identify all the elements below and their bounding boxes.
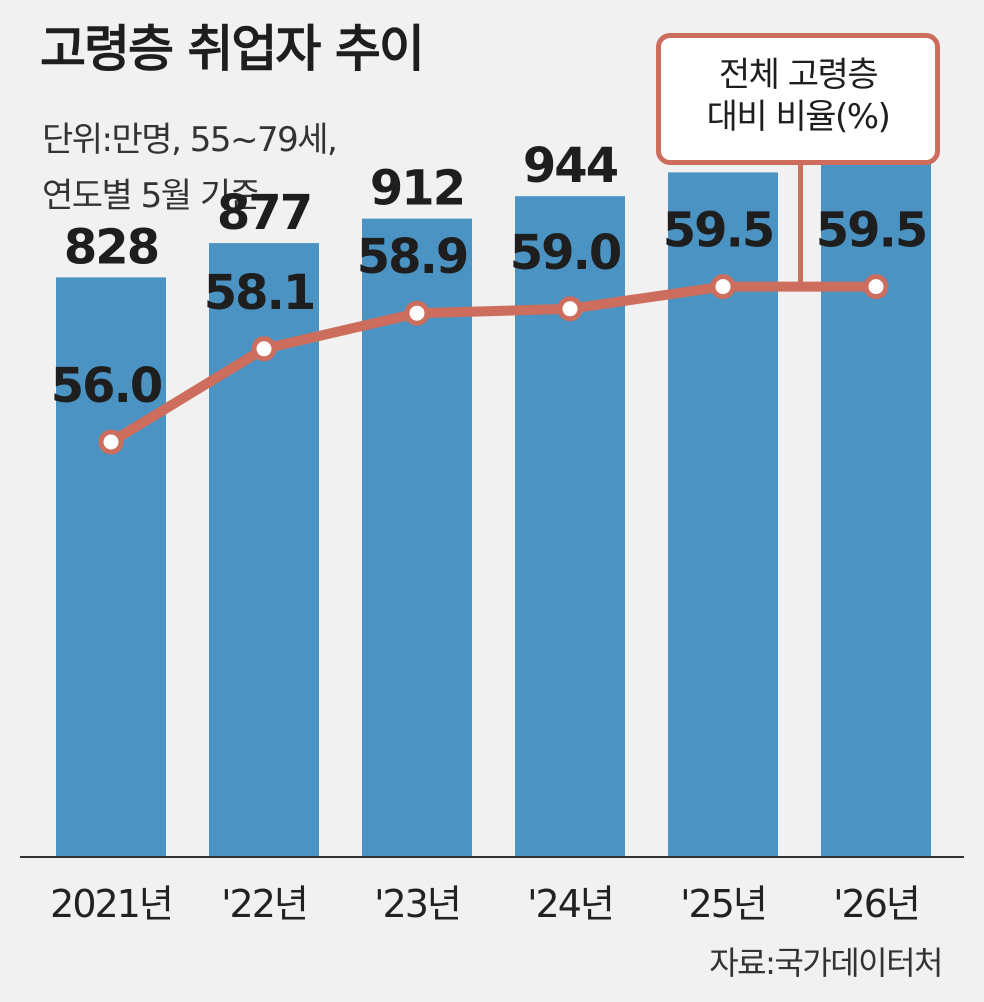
ratio-value-label-2: 58.9 [357, 229, 467, 285]
ratio-point-2 [407, 303, 427, 323]
legend-line1: 전체 고령층 [661, 54, 935, 96]
ratio-value-label-0: 56.0 [51, 358, 162, 414]
ratio-value-label-5: 59.5 [816, 203, 926, 259]
ratio-point-3 [560, 299, 580, 319]
x-tick-label-0: 2021년 [50, 882, 172, 926]
bar-3 [515, 196, 625, 857]
ratio-value-label-1: 58.1 [204, 265, 314, 321]
ratio-value-label-3: 59.0 [510, 225, 621, 281]
x-tick-label-2: '23년 [374, 882, 460, 926]
ratio-line-series: 56.0 58.1 58.9 59.0 59.5 59.5 [51, 203, 926, 452]
ratio-point-4 [713, 277, 733, 297]
bar-value-label-1: 877 [217, 185, 311, 241]
x-tick-label-5: '26년 [833, 882, 919, 926]
x-tick-label-4: '25년 [680, 882, 766, 926]
source-note: 자료:국가데이터처 [709, 938, 942, 984]
legend-box: 전체 고령층 대비 비율(%) [656, 33, 940, 165]
ratio-point-5 [866, 277, 886, 297]
bar-value-label-0: 828 [64, 219, 158, 275]
bar-series: 8288779129449781013 [56, 90, 939, 857]
bar-value-label-3: 944 [523, 138, 618, 194]
ratio-point-0 [101, 432, 121, 452]
ratio-value-label-4: 59.5 [663, 203, 773, 259]
x-tick-label-3: '24년 [527, 882, 613, 926]
bar-value-label-2: 912 [370, 161, 464, 217]
legend-line2: 대비 비율(%) [661, 96, 935, 138]
ratio-point-1 [254, 339, 274, 359]
legend-connector [798, 165, 803, 288]
x-tick-label-1: '22년 [221, 882, 307, 926]
